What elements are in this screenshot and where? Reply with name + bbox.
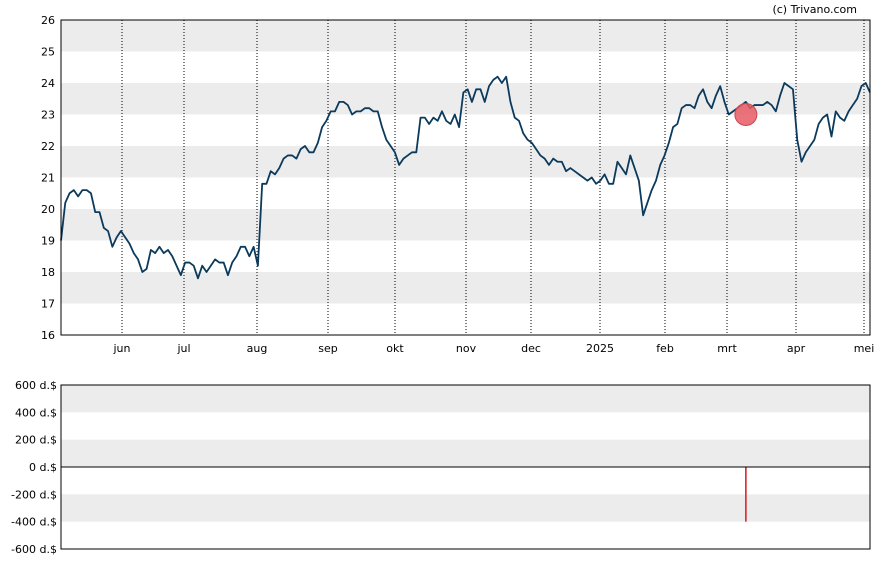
price-chart-line: [60, 75, 871, 280]
y-tick-label: 23: [41, 109, 55, 122]
x-tick-label: aug: [247, 342, 268, 355]
y-tick-label: 16: [41, 329, 55, 342]
x-tick-label: 2025: [586, 342, 614, 355]
price-chart-y-tick-labels: 16 17 18 19 20 21 22 23 24 25 26: [41, 14, 55, 342]
x-tick-label: nov: [456, 342, 477, 355]
x-tick-label: dec: [521, 342, 541, 355]
price-chart-marker: [734, 103, 758, 126]
x-tick-label: jul: [176, 342, 190, 355]
transaction-y-tick-label: -400 d.$: [11, 516, 57, 529]
y-tick-label: 19: [41, 235, 55, 248]
y-tick-label: 26: [41, 14, 55, 27]
y-tick-label: 24: [41, 77, 55, 90]
x-tick-label: feb: [656, 342, 674, 355]
price-chart-border: [60, 19, 871, 336]
credit-text: (c) Trivano.com: [772, 3, 857, 16]
transaction-y-tick-label: 0 d.$: [29, 461, 57, 474]
price-chart-x-tick-labels: jun jul aug sep okt nov dec 2025 feb mrt apr mei: [113, 342, 875, 355]
transaction-chart-y-tick-labels: -600 d.$ -400 d.$ -200 d.$ 0 d.$ 200 d.$ 400 …: [11, 379, 57, 556]
x-tick-label: sep: [318, 342, 337, 355]
transaction-y-tick-label: 600 d.$: [15, 379, 57, 392]
y-tick-label: 21: [41, 172, 55, 185]
y-tick-label: 20: [41, 203, 55, 216]
transaction-chart-border: [60, 384, 871, 550]
price-series-line: [60, 75, 871, 280]
y-tick-label: 22: [41, 140, 55, 153]
transaction-y-tick-label: -200 d.$: [11, 488, 57, 501]
x-tick-label: jun: [113, 342, 131, 355]
y-tick-label: 17: [41, 298, 55, 311]
y-tick-label: 18: [41, 266, 55, 279]
transaction-band: [61, 439, 870, 467]
transaction-chart-frame: [60, 384, 871, 550]
transaction-y-tick-label: -600 d.$: [11, 543, 57, 556]
transaction-band: [61, 385, 870, 413]
transaction-y-tick-label: 200 d.$: [15, 434, 57, 447]
transaction-chart-bands: [61, 385, 870, 522]
transaction-band: [61, 494, 870, 522]
transaction-y-tick-label: 400 d.$: [15, 406, 57, 419]
x-tick-label: mei: [854, 342, 875, 355]
transaction-marker: [734, 103, 758, 126]
x-tick-label: okt: [386, 342, 404, 355]
x-tick-label: mrt: [717, 342, 737, 355]
x-tick-label: apr: [787, 342, 806, 355]
y-tick-label: 25: [41, 46, 55, 59]
price-chart-frame: [60, 19, 871, 336]
